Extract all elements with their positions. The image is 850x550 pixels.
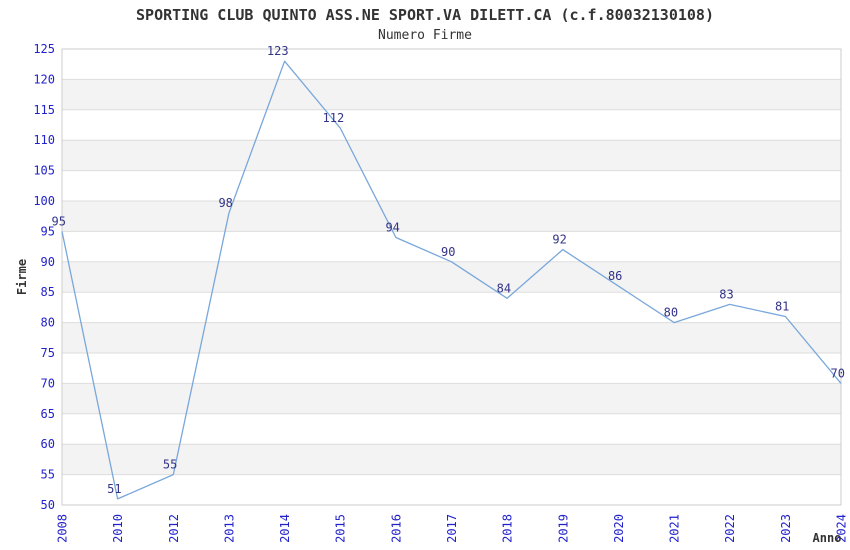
- x-tick-label: 2019: [556, 514, 570, 543]
- y-axis-title: Firme: [15, 259, 29, 295]
- x-tick-label: 2023: [779, 514, 793, 543]
- data-label: 51: [107, 482, 121, 496]
- y-tick-label: 85: [41, 285, 55, 299]
- y-tick-label: 65: [41, 407, 55, 421]
- y-tick-label: 70: [41, 376, 55, 390]
- plot-band: [62, 444, 841, 475]
- plot-band: [62, 322, 841, 353]
- x-tick-label: 2020: [612, 514, 626, 543]
- y-tick-label: 95: [41, 224, 55, 238]
- y-tick-label: 60: [41, 437, 55, 451]
- y-tick-label: 105: [33, 164, 55, 178]
- y-tick-label: 75: [41, 346, 55, 360]
- x-tick-label: 2015: [334, 514, 348, 543]
- data-label: 84: [497, 281, 511, 295]
- x-tick-label: 2016: [389, 514, 403, 543]
- data-label: 123: [267, 44, 289, 58]
- data-label: 92: [552, 233, 566, 247]
- data-label: 55: [163, 458, 177, 472]
- y-tick-label: 90: [41, 255, 55, 269]
- data-label: 95: [52, 214, 66, 228]
- x-tick-label: 2008: [56, 514, 70, 543]
- x-tick-label: 2012: [167, 514, 181, 543]
- y-tick-label: 50: [41, 498, 55, 512]
- x-tick-label: 2018: [501, 514, 515, 543]
- data-label: 94: [385, 221, 399, 235]
- data-label: 98: [218, 196, 232, 210]
- data-label: 86: [608, 269, 622, 283]
- y-tick-label: 100: [33, 194, 55, 208]
- x-tick-label: 2022: [723, 514, 737, 543]
- data-label: 70: [831, 366, 845, 380]
- plot-band: [62, 383, 841, 414]
- y-tick-label: 125: [33, 42, 55, 56]
- data-label: 90: [441, 245, 455, 259]
- x-tick-label: 2014: [278, 514, 292, 543]
- data-line: [61, 60, 842, 500]
- plot-band: [62, 140, 841, 171]
- data-label: 83: [719, 287, 733, 301]
- data-label: 80: [664, 306, 678, 320]
- y-tick-label: 55: [41, 468, 55, 482]
- y-tick-label: 120: [33, 72, 55, 86]
- y-tick-label: 115: [33, 103, 55, 117]
- x-tick-label: 2024: [835, 514, 849, 543]
- data-label: 112: [323, 111, 345, 125]
- x-tick-label: 2017: [445, 514, 459, 543]
- x-tick-label: 2013: [222, 514, 236, 543]
- y-tick-label: 80: [41, 316, 55, 330]
- chart-title: SPORTING CLUB QUINTO ASS.NE SPORT.VA DIL…: [136, 6, 714, 24]
- y-tick-label: 110: [33, 133, 55, 147]
- x-tick-label: 2010: [111, 514, 125, 543]
- x-axis-title: Anno: [813, 531, 842, 545]
- x-tick-label: 2021: [668, 514, 682, 543]
- plot-border: [61, 48, 842, 506]
- data-label: 81: [775, 300, 789, 314]
- plot-band: [62, 261, 841, 293]
- plot-band: [62, 79, 841, 110]
- chart-subtitle: Numero Firme: [378, 28, 472, 43]
- plot-band: [62, 201, 841, 232]
